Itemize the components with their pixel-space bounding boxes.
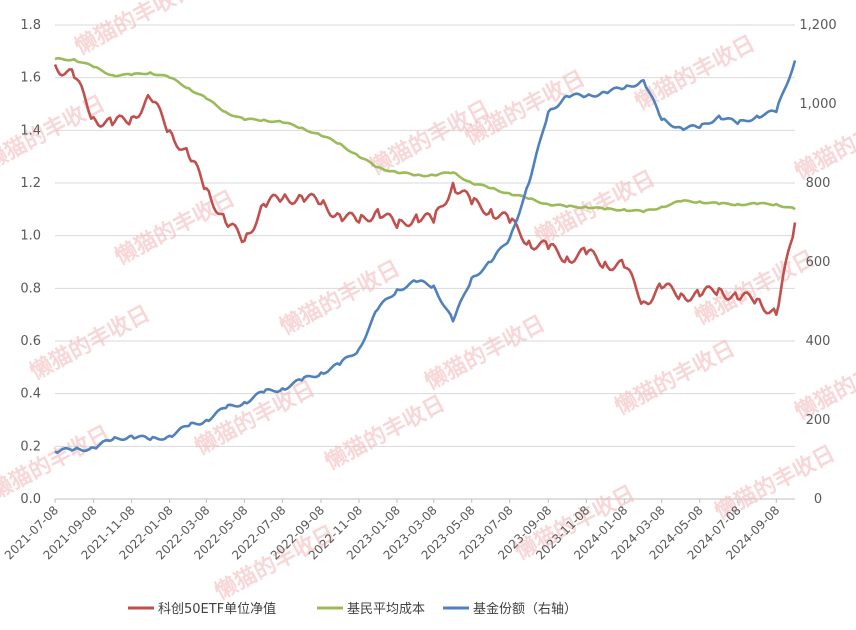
left-tick-label: 0.2	[20, 439, 41, 454]
watermark-text: 懒猫的丰收日	[611, 335, 740, 420]
watermark-text: 懒猫的丰收日	[276, 255, 405, 340]
series-line-0	[53, 63, 797, 316]
watermark-text: 懒猫的丰收日	[791, 100, 856, 185]
right-tick-label: 200	[806, 413, 831, 428]
left-tick-label: 1.2	[20, 176, 41, 191]
watermark-text: 懒猫的丰收日	[0, 90, 109, 175]
legend-label: 科创50ETF单位净值	[158, 601, 276, 617]
legend-label: 基民平均成本	[347, 602, 425, 617]
watermark-text: 懒猫的丰收日	[26, 300, 155, 385]
watermark-text: 懒猫的丰收日	[631, 30, 760, 115]
watermark-text: 懒猫的丰收日	[191, 375, 320, 460]
left-tick-label: 1.6	[20, 71, 41, 86]
right-axis-ticks: 0 200 400 600 800 1,000 1,200	[799, 18, 836, 507]
watermark-text: 懒猫的丰收日	[111, 185, 240, 270]
right-tick-label: 400	[806, 334, 831, 349]
left-tick-label: 1.8	[20, 18, 41, 33]
series-line-1	[54, 56, 796, 214]
watermark-text: 懒猫的丰收日	[71, 0, 200, 60]
left-tick-label: 1.4	[20, 123, 41, 138]
x-axis: 2021-07-082021-09-082021-11-082022-01-08…	[2, 499, 782, 562]
left-tick-label: 0.8	[20, 281, 41, 296]
left-tick-label: 0.6	[20, 334, 41, 349]
right-tick-label: 1,000	[799, 97, 836, 112]
left-tick-label: 1.0	[20, 229, 41, 244]
right-tick-label: 1,200	[799, 18, 836, 33]
left-tick-label: 0.0	[20, 492, 41, 507]
watermark-text: 懒猫的丰收日	[0, 420, 114, 505]
series-line-2	[54, 60, 797, 454]
left-axis-ticks: 0.0 0.2 0.4 0.6 0.8 1.0 1.2 1.4 1.6 1.8	[20, 18, 41, 507]
watermark-text: 懒猫的丰收日	[421, 310, 550, 395]
right-tick-label: 800	[806, 176, 831, 191]
legend: 科创50ETF单位净值 基民平均成本 基金份额（右轴）	[128, 601, 577, 617]
right-tick-label: 0	[814, 492, 822, 507]
left-tick-label: 0.4	[20, 387, 41, 402]
watermark-text: 懒猫的丰收日	[321, 390, 450, 475]
right-tick-label: 600	[806, 255, 831, 270]
gridlines	[55, 24, 795, 500]
series-lines	[53, 56, 797, 454]
legend-label: 基金份额（右轴）	[473, 601, 577, 617]
